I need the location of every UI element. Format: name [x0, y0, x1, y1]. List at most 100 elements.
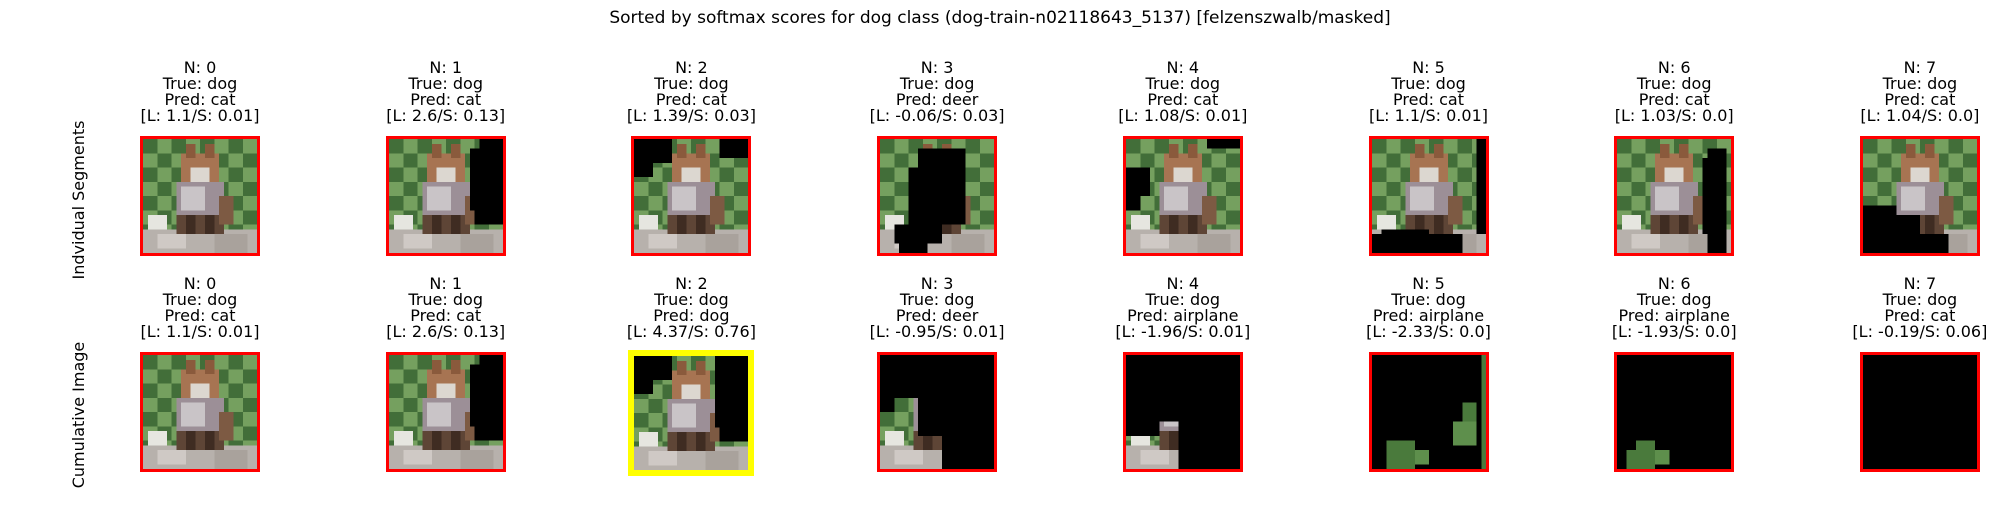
- segment-image: [634, 139, 749, 253]
- cell-title-true: True: dog: [899, 290, 975, 309]
- cell-title: N: 3 True: dog Pred: deer [L: -0.95/S: 0.01…: [837, 276, 1037, 340]
- cell-title-true: True: dog: [1882, 290, 1958, 309]
- figure-title: Sorted by softmax scores for dog class (…: [609, 8, 1391, 28]
- segment-image: [1125, 139, 1240, 253]
- cell-title-pred: Pred: cat: [1393, 90, 1464, 109]
- cell-title-n: N: 6: [1657, 58, 1691, 77]
- segment-image: [880, 355, 995, 469]
- cell-title-n: N: 6: [1657, 274, 1691, 293]
- grid-cell: N: 0 True: dog Pred: cat [L: 1.1/S: 0.01]: [100, 276, 300, 472]
- cell-title-true: True: dog: [1636, 290, 1712, 309]
- segment-thumbnail: [877, 352, 998, 472]
- cell-title-true: True: dog: [408, 290, 483, 309]
- cell-title: N: 6 True: dog Pred: airplane [L: -1.93/S: …: [1574, 276, 1774, 340]
- cell-title: N: 1 True: dog Pred: cat [L: 2.6/S: 0.13]: [346, 276, 546, 340]
- grid-cell: N: 1 True: dog Pred: cat [L: 2.6/S: 0.13]: [346, 276, 546, 472]
- cell-title: N: 7 True: dog Pred: cat [L: -0.19/S: 0.06]: [1820, 276, 2000, 340]
- cell-title-n: N: 2: [675, 274, 708, 293]
- cell-title-true: True: dog: [899, 74, 975, 93]
- segment-thumbnail: [385, 352, 506, 472]
- cell-title-pred: Pred: deer: [895, 306, 979, 325]
- cell-title: N: 0 True: dog Pred: cat [L: 1.1/S: 0.01]: [100, 60, 300, 124]
- grid-cell: N: 3 True: dog Pred: deer [L: -0.06/S: 0.03…: [837, 58, 1037, 256]
- cell-title-n: N: 0: [183, 274, 217, 293]
- cell-title-pred: Pred: cat: [410, 306, 482, 325]
- cell-title-n: N: 5: [1412, 58, 1445, 77]
- segment-image: [1617, 355, 1732, 469]
- cell-title-true: True: dog: [408, 74, 483, 93]
- segment-thumbnail: [1368, 136, 1489, 256]
- cell-title-n: N: 4: [1166, 58, 1200, 77]
- grid-cell: N: 4 True: dog Pred: airplane [L: -1.96/S: …: [1083, 276, 1283, 472]
- grid-cell: N: 6 True: dog Pred: cat [L: 1.03/S: 0.0]: [1574, 58, 1774, 256]
- cell-title-score: [L: 1.1/S: 0.01]: [140, 106, 260, 125]
- segment-thumbnail: [631, 136, 752, 256]
- cell-title-true: True: dog: [1145, 74, 1221, 93]
- segment-image: [1125, 355, 1240, 469]
- cell-title-score: [L: 1.08/S: 0.01]: [1118, 106, 1248, 125]
- cell-title: N: 2 True: dog Pred: cat [L: 1.39/S: 0.03]: [591, 60, 791, 124]
- cell-title-pred: Pred: airplane: [1127, 306, 1239, 325]
- grid-cell: N: 5 True: dog Pred: airplane [L: -2.33/S: …: [1329, 276, 1529, 472]
- cell-title-n: N: 3: [920, 274, 954, 293]
- cell-title: N: 0 True: dog Pred: cat [L: 1.1/S: 0.01]: [100, 276, 300, 340]
- grid-cell: N: 1 True: dog Pred: cat [L: 2.6/S: 0.13]: [346, 60, 546, 256]
- segment-thumbnail: [877, 136, 998, 256]
- cell-title-pred: Pred: airplane: [1618, 306, 1730, 325]
- segment-thumbnail: [1368, 352, 1489, 472]
- grid-cell: N: 0 True: dog Pred: cat [L: 1.1/S: 0.01]: [100, 60, 300, 256]
- segment-thumbnail: [628, 350, 755, 476]
- cell-title-true: True: dog: [1391, 290, 1466, 309]
- cell-title-n: N: 5: [1412, 274, 1445, 293]
- cell-title-score: [L: 1.39/S: 0.03]: [626, 106, 756, 125]
- cell-title-pred: Pred: dog: [653, 306, 730, 325]
- cell-title: N: 1 True: dog Pred: cat [L: 2.6/S: 0.13]: [346, 60, 546, 124]
- segment-image: [1617, 139, 1732, 253]
- cell-title-score: [L: 1.1/S: 0.01]: [140, 322, 260, 341]
- cell-title-score: [L: 4.37/S: 0.76]: [626, 322, 756, 341]
- cell-title-n: N: 0: [183, 58, 217, 77]
- segment-image: [1862, 139, 1977, 253]
- segment-thumbnail: [1122, 136, 1243, 256]
- segment-image: [880, 139, 995, 253]
- cell-title-true: True: dog: [1391, 74, 1466, 93]
- grid-cell: N: 4 True: dog Pred: cat [L: 1.08/S: 0.01]: [1083, 58, 1283, 256]
- cell-title-score: [L: 2.6/S: 0.13]: [386, 106, 506, 125]
- cell-title-true: True: dog: [654, 74, 729, 93]
- cell-title-true: True: dog: [1882, 74, 1958, 93]
- segment-image: [634, 356, 749, 470]
- cell-title-score: [L: 1.03/S: 0.0]: [1614, 106, 1734, 125]
- segment-image: [388, 139, 503, 253]
- grid-cell: N: 5 True: dog Pred: cat [L: 1.1/S: 0.01]: [1329, 58, 1529, 256]
- segment-image: [143, 139, 257, 253]
- cell-title-score: [L: 1.1/S: 0.01]: [1369, 106, 1488, 125]
- cell-title-n: N: 4: [1166, 274, 1200, 293]
- segment-thumbnail: [1859, 136, 1980, 256]
- cell-title-pred: Pred: cat: [164, 306, 236, 325]
- cell-title-true: True: dog: [162, 74, 238, 93]
- segment-thumbnail: [140, 352, 260, 472]
- segment-image: [1371, 139, 1486, 253]
- cell-title-pred: Pred: cat: [1884, 306, 1956, 325]
- cell-title-pred: Pred: cat: [1884, 90, 1956, 109]
- cell-title-n: N: 3: [920, 58, 954, 77]
- cell-title-pred: Pred: airplane: [1372, 306, 1485, 325]
- cell-title-score: [L: -0.95/S: 0.01]: [869, 322, 1005, 341]
- segment-image: [1862, 355, 1977, 469]
- grid-cell: N: 3 True: dog Pred: deer [L: -0.95/S: 0.01…: [837, 276, 1037, 472]
- cell-title-score: [L: -1.93/S: 0.0]: [1611, 322, 1737, 341]
- cell-title: N: 2 True: dog Pred: dog [L: 4.37/S: 0.76]: [591, 276, 791, 340]
- cell-title-true: True: dog: [162, 290, 238, 309]
- row-label-cumulative-image: Cumulative Image: [69, 341, 88, 489]
- segment-image: [388, 355, 503, 469]
- segment-image: [1371, 355, 1486, 469]
- cell-title-n: N: 7: [1903, 58, 1937, 77]
- cell-title: N: 4 True: dog Pred: airplane [L: -1.96/S: …: [1083, 276, 1283, 340]
- cell-title-pred: Pred: cat: [1638, 90, 1710, 109]
- segment-thumbnail: [140, 136, 260, 256]
- cell-title-score: [L: -2.33/S: 0.0]: [1366, 322, 1491, 341]
- cell-title-pred: Pred: cat: [1147, 90, 1219, 109]
- cell-title-n: N: 1: [429, 274, 462, 293]
- cell-title: N: 5 True: dog Pred: airplane [L: -2.33/S: …: [1329, 276, 1529, 340]
- cell-title-n: N: 2: [675, 58, 708, 77]
